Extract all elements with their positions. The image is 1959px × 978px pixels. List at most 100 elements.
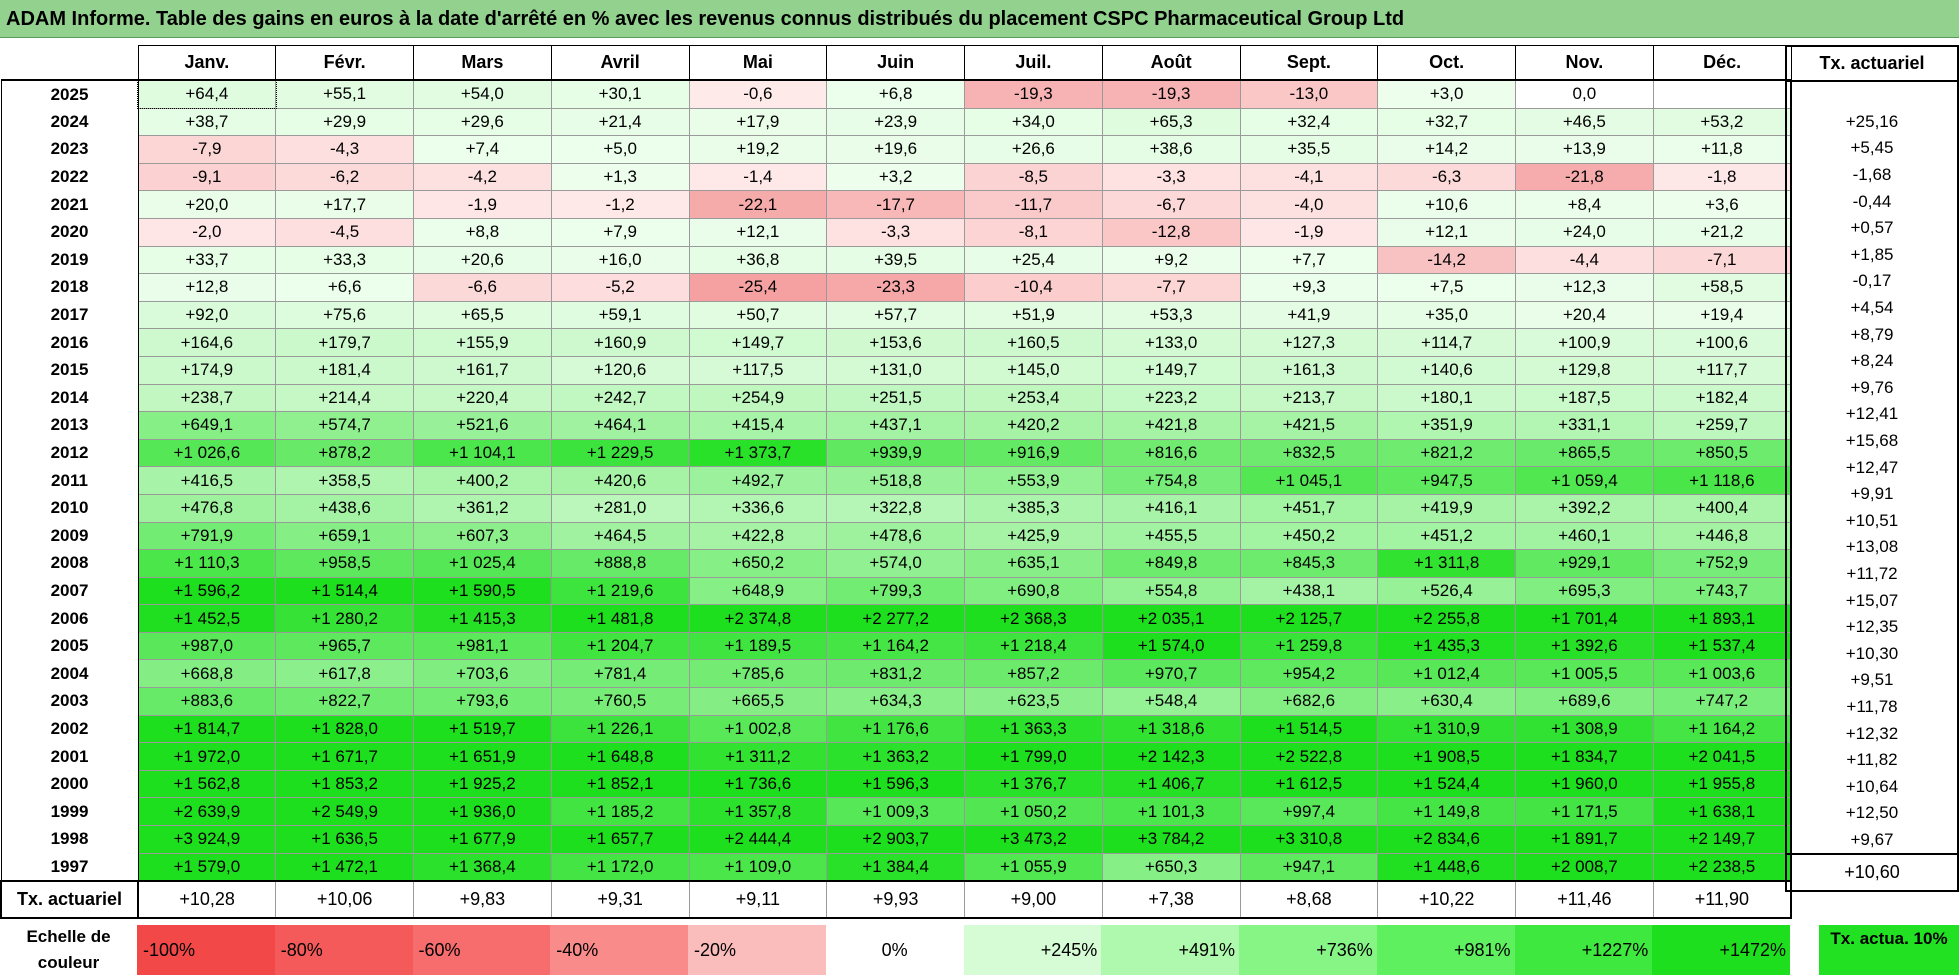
color-scale-swatch: +1472% xyxy=(1652,925,1790,975)
gain-cell: +1 310,9 xyxy=(1377,714,1516,744)
gain-cell: +1 164,2 xyxy=(1652,714,1792,744)
rate-row: +10,51 xyxy=(1785,507,1959,535)
gain-cell: +695,3 xyxy=(1515,576,1654,606)
rate-row: +15,68 xyxy=(1785,427,1959,455)
gain-cell: +1 893,1 xyxy=(1652,604,1792,633)
gain-cell: +665,5 xyxy=(688,687,828,716)
footer-rate: +9,93 xyxy=(826,880,965,920)
gain-cell: +1 701,4 xyxy=(1515,604,1654,633)
gain-cell: -12,8 xyxy=(1101,217,1241,247)
month-header: Nov. xyxy=(1515,45,1654,81)
gain-cell: +2 834,6 xyxy=(1377,825,1516,854)
table-row: 1999 +2 639,9 +2 549,9 +1 936,0 +1 185,2 +1 3… xyxy=(0,797,1792,827)
gain-cell: +650,2 xyxy=(688,549,828,578)
rate-cell: +12,47 xyxy=(1785,454,1959,481)
gain-cell: +617,8 xyxy=(275,659,414,689)
footer-rate: +9,83 xyxy=(413,880,552,920)
color-scale-swatch: -40% xyxy=(550,925,688,975)
gain-cell: +1 736,6 xyxy=(688,769,828,799)
gain-cell: +35,5 xyxy=(1239,135,1379,164)
table-row: 2016 +164,6 +179,7 +155,9 +160,9 +149,7 +153,6… xyxy=(0,328,1792,357)
gain-cell: +1 648,8 xyxy=(550,742,690,771)
rate-cell: +10,51 xyxy=(1785,507,1959,535)
gain-cell: +180,1 xyxy=(1377,383,1516,413)
gain-cell: +1 311,8 xyxy=(1377,549,1516,578)
gain-cell: +1 363,2 xyxy=(826,742,965,771)
gain-cell: +831,2 xyxy=(826,659,965,689)
gain-cell: -4,3 xyxy=(275,135,414,164)
rate-row: +5,45 xyxy=(1785,135,1959,162)
gain-cell: +446,8 xyxy=(1652,521,1792,551)
gain-cell: +821,2 xyxy=(1377,438,1516,468)
gain-cell: +607,3 xyxy=(413,521,552,551)
footer-label: Tx. actuariel xyxy=(0,880,139,920)
gain-cell: +1 045,1 xyxy=(1239,466,1379,495)
gain-cell: +849,8 xyxy=(1101,549,1241,578)
gain-cell: +1 204,7 xyxy=(550,631,690,661)
color-scale-swatch: +245% xyxy=(963,925,1102,975)
gain-cell: +20,6 xyxy=(413,245,552,275)
gain-cell: +33,3 xyxy=(275,245,414,275)
gain-cell: +476,8 xyxy=(137,493,277,523)
gain-cell: +420,6 xyxy=(550,466,690,495)
gain-cell: +29,9 xyxy=(275,107,414,137)
gain-cell: -4,5 xyxy=(275,217,414,247)
gain-cell: +3 924,9 xyxy=(137,825,277,854)
gain-cell: +492,7 xyxy=(688,466,828,495)
gain-cell: -4,4 xyxy=(1515,245,1654,275)
gain-cell: +1 392,6 xyxy=(1515,631,1654,661)
gain-cell: +182,4 xyxy=(1652,383,1792,413)
gain-cell: -13,0 xyxy=(1239,79,1379,109)
gain-cell: +7,5 xyxy=(1377,273,1516,302)
gain-cell: +1 852,1 xyxy=(550,769,690,799)
gain-cell: +9,3 xyxy=(1239,273,1379,302)
rate-row: +12,50 xyxy=(1785,800,1959,827)
gain-cell: +92,0 xyxy=(137,300,277,330)
rate-row: +12,32 xyxy=(1785,720,1959,747)
gain-cell: +179,7 xyxy=(275,328,414,357)
gain-cell: +421,8 xyxy=(1101,411,1241,440)
gain-cell: +253,4 xyxy=(964,383,1103,413)
rate-cell: +11,82 xyxy=(1785,746,1959,774)
gain-cell: +1 009,3 xyxy=(826,797,965,827)
gain-cell: +1 101,3 xyxy=(1101,797,1241,827)
color-scale-legend: Echelle de couleur -100% -80% -60% -40% -20%… xyxy=(0,921,1959,978)
gains-table: Janv. Févr. Mars Avril Mai Juin Juil. Août Sept.… xyxy=(0,45,1792,920)
gain-cell: +690,8 xyxy=(964,576,1103,606)
actuarial-rate-column: Tx. actuariel +25,16 +5,45 -1,68 -0,44 +0,57… xyxy=(1785,45,1959,893)
gain-cell: +2 444,4 xyxy=(688,825,828,854)
rate-row: +25,16 xyxy=(1785,108,1959,136)
gain-cell: +1 415,3 xyxy=(413,604,552,633)
gain-cell: +997,4 xyxy=(1239,797,1379,827)
gain-cell: +181,4 xyxy=(275,355,414,385)
gain-cell: -0,6 xyxy=(688,79,828,109)
gain-cell: +1 218,4 xyxy=(964,631,1103,661)
gain-cell: -9,1 xyxy=(137,162,277,192)
gain-cell: +1,3 xyxy=(550,162,690,192)
rate-cell: -1,68 xyxy=(1785,161,1959,189)
gain-cell: +703,6 xyxy=(413,659,552,689)
gain-cell: +1 481,8 xyxy=(550,604,690,633)
gain-cell: +1 853,2 xyxy=(275,769,414,799)
gain-cell: +1 651,9 xyxy=(413,742,552,771)
color-scale-swatch: -60% xyxy=(412,925,551,975)
month-header: Janv. xyxy=(137,45,277,81)
year-cell: 2009 xyxy=(0,522,139,550)
rate-row: +0,57 xyxy=(1785,214,1959,242)
rate-cell: +11,72 xyxy=(1785,560,1959,588)
gain-cell: +464,1 xyxy=(550,411,690,440)
gain-cell: +958,5 xyxy=(275,549,414,578)
table-row: 1997 +1 579,0 +1 472,1 +1 368,4 +1 172,0 +1 1… xyxy=(0,852,1792,882)
gain-cell: +1 172,0 xyxy=(550,852,690,882)
gain-cell: +793,6 xyxy=(413,687,552,716)
gain-cell: +164,6 xyxy=(137,328,277,357)
footer-total-row: +10,60 xyxy=(1785,853,1959,893)
gain-cell: +1 612,5 xyxy=(1239,769,1379,799)
gain-cell: +322,8 xyxy=(826,493,965,523)
gain-cell: +2 522,8 xyxy=(1239,742,1379,771)
gain-cell: +385,3 xyxy=(964,493,1103,523)
color-scale-swatch: +981% xyxy=(1376,925,1515,975)
gain-cell: +1 925,2 xyxy=(413,769,552,799)
gain-cell: +682,6 xyxy=(1239,687,1379,716)
gain-cell: +845,3 xyxy=(1239,549,1379,578)
